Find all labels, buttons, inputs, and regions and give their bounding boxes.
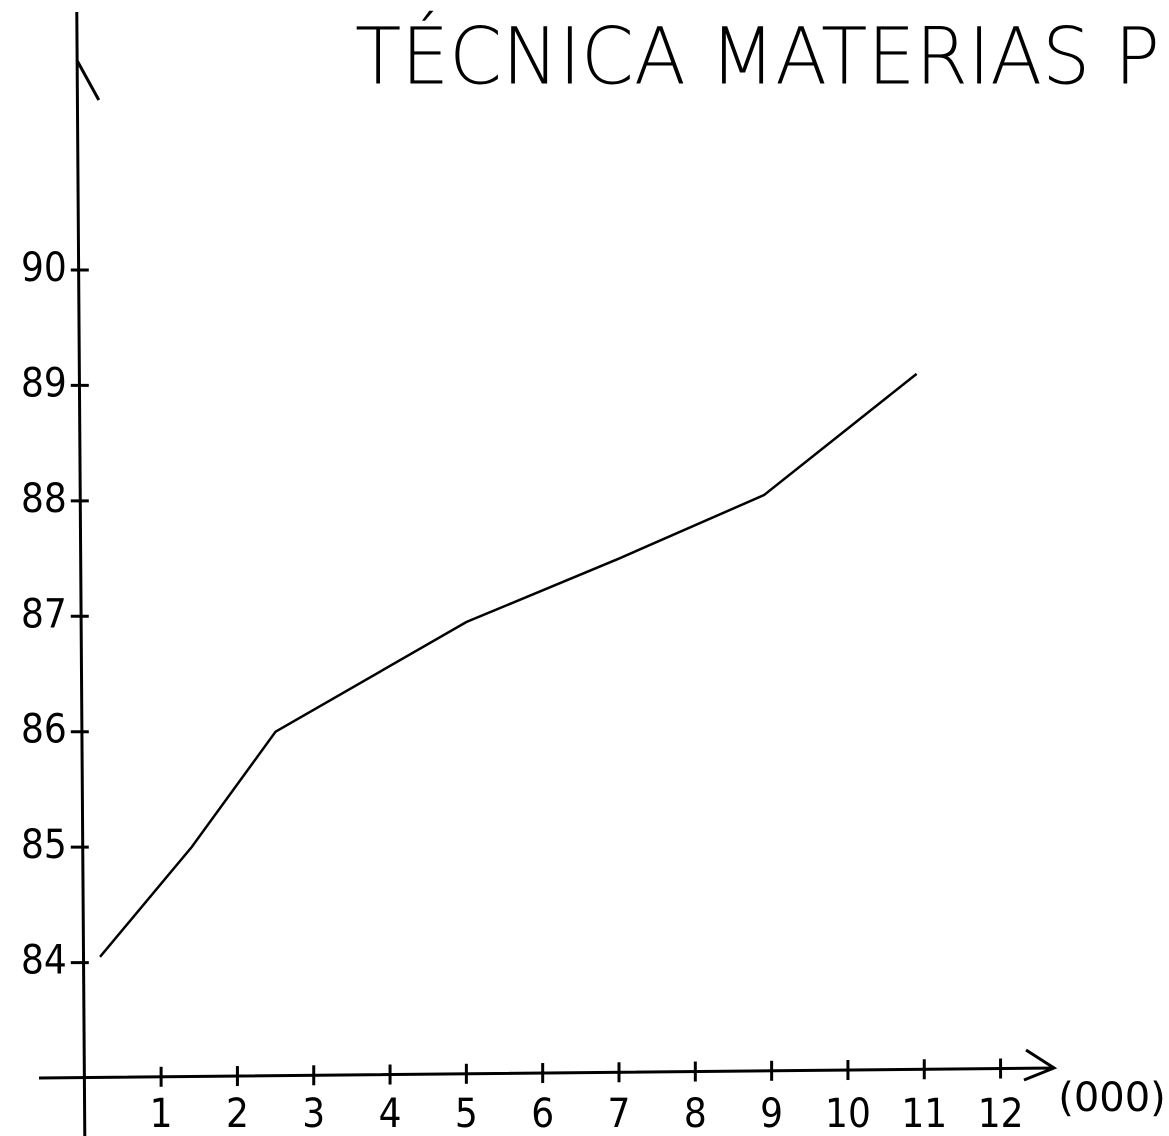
y-axis (75, 11, 101, 1136)
x-tick-label: 9 (760, 1091, 783, 1136)
y-tick-label: 84 (21, 938, 67, 984)
x-tick-label: 2 (226, 1091, 249, 1136)
y-tick-label: 85 (21, 822, 67, 868)
y-tick-label: 86 (21, 707, 67, 753)
x-tick-label: 12 (978, 1091, 1024, 1136)
chart-title: TÉCNICA MATERIAS P (355, 11, 1160, 103)
x-tick-label: 8 (684, 1091, 707, 1136)
x-tick-label: 1 (150, 1091, 173, 1136)
y-tick-label: 89 (21, 360, 67, 406)
y-tick-label: 88 (21, 476, 67, 522)
x-tick-label: 6 (531, 1091, 554, 1136)
x-axis (38, 1048, 1058, 1082)
x-tick-label: 7 (608, 1091, 631, 1136)
x-tick-label: 11 (901, 1091, 947, 1136)
data-line (99, 372, 918, 958)
x-tick-label: 4 (379, 1091, 402, 1136)
y-tick-label: 87 (21, 591, 67, 637)
y-tick-label: 90 (21, 245, 67, 291)
x-axis-label: (000) (1058, 1075, 1166, 1121)
x-tick-label: 5 (455, 1091, 478, 1136)
x-tick-label: 10 (825, 1091, 871, 1136)
x-tick-label: 3 (302, 1091, 325, 1136)
